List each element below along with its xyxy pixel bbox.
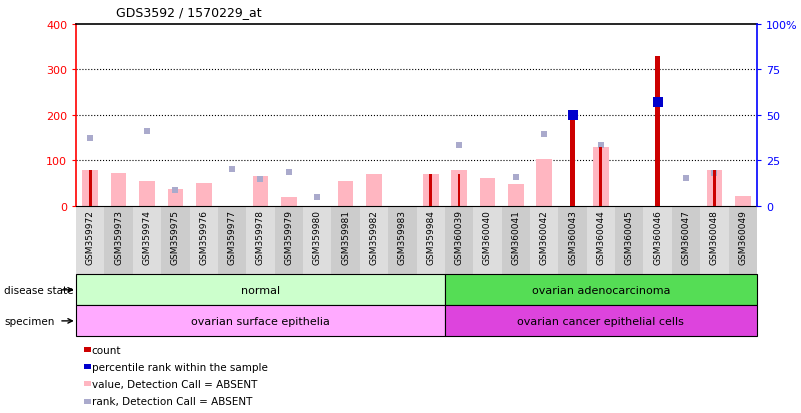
Text: GSM360048: GSM360048 [710, 210, 718, 265]
Bar [615, 206, 643, 275]
Text: GSM359981: GSM359981 [341, 210, 350, 265]
Text: GSM360039: GSM360039 [455, 210, 464, 265]
Bar [599, 147, 602, 206]
Text: GSM360047: GSM360047 [682, 210, 690, 265]
Bar [133, 206, 161, 275]
Bar [451, 171, 467, 206]
Text: normal: normal [241, 285, 280, 295]
Bar [643, 206, 672, 275]
Bar [275, 206, 303, 275]
Bar [706, 170, 723, 206]
Text: GSM359982: GSM359982 [369, 210, 378, 265]
Bar [83, 170, 98, 206]
Bar [218, 206, 247, 275]
Bar [167, 189, 183, 206]
Text: GSM360040: GSM360040 [483, 210, 492, 265]
Bar [537, 160, 552, 206]
Text: ovarian adenocarcinoma: ovarian adenocarcinoma [532, 285, 670, 295]
Bar [76, 306, 445, 337]
Text: GSM359984: GSM359984 [426, 210, 435, 265]
Text: rank, Detection Call = ABSENT: rank, Detection Call = ABSENT [92, 396, 252, 406]
Text: GDS3592 / 1570229_at: GDS3592 / 1570229_at [116, 6, 262, 19]
Text: GSM360044: GSM360044 [597, 210, 606, 264]
Bar [672, 206, 700, 275]
Bar [508, 185, 524, 206]
Bar [593, 147, 609, 206]
Text: count: count [92, 345, 121, 355]
Bar [246, 206, 275, 275]
Bar [388, 206, 417, 275]
Bar [366, 175, 382, 206]
Bar [480, 178, 495, 206]
Text: GSM359972: GSM359972 [86, 210, 95, 265]
Bar [89, 170, 91, 206]
Bar [338, 182, 353, 206]
Bar [417, 206, 445, 275]
Bar [655, 57, 660, 206]
Text: GSM359975: GSM359975 [171, 210, 180, 265]
Bar [530, 206, 558, 275]
Text: GSM359979: GSM359979 [284, 210, 293, 265]
Text: disease state: disease state [4, 285, 74, 295]
Bar [445, 306, 757, 337]
Text: GSM359983: GSM359983 [398, 210, 407, 265]
Text: ovarian surface epithelia: ovarian surface epithelia [191, 316, 330, 326]
Text: GSM359973: GSM359973 [115, 210, 123, 265]
Text: GSM360041: GSM360041 [511, 210, 521, 265]
Bar [445, 275, 757, 306]
Text: specimen: specimen [4, 316, 54, 326]
Bar [332, 206, 360, 275]
Bar [76, 275, 445, 306]
Bar [423, 175, 438, 206]
Text: GSM360042: GSM360042 [540, 210, 549, 264]
Bar [713, 170, 716, 206]
Bar [729, 206, 757, 275]
Bar [700, 206, 729, 275]
Bar [570, 116, 575, 206]
Bar [558, 206, 586, 275]
Bar [445, 206, 473, 275]
Bar [429, 175, 432, 206]
Text: GSM359977: GSM359977 [227, 210, 236, 265]
Bar [252, 177, 268, 206]
Bar [196, 184, 211, 206]
Text: GSM359976: GSM359976 [199, 210, 208, 265]
Bar [104, 206, 133, 275]
Text: GSM359980: GSM359980 [312, 210, 322, 265]
Bar [735, 197, 751, 206]
Text: GSM359974: GSM359974 [143, 210, 151, 265]
Bar [586, 206, 615, 275]
Text: value, Detection Call = ABSENT: value, Detection Call = ABSENT [92, 379, 257, 389]
Text: percentile rank within the sample: percentile rank within the sample [92, 362, 268, 372]
Bar [303, 206, 332, 275]
Bar [360, 206, 388, 275]
Bar [457, 175, 461, 206]
Bar [139, 182, 155, 206]
Text: GSM360049: GSM360049 [739, 210, 747, 265]
Text: GSM360043: GSM360043 [568, 210, 577, 265]
Bar [76, 206, 104, 275]
Bar [501, 206, 530, 275]
Bar [190, 206, 218, 275]
Text: GSM360045: GSM360045 [625, 210, 634, 265]
Bar [281, 197, 296, 206]
Bar [161, 206, 190, 275]
Text: GSM359978: GSM359978 [256, 210, 265, 265]
Bar [111, 174, 127, 206]
Bar [473, 206, 501, 275]
Text: ovarian cancer epithelial cells: ovarian cancer epithelial cells [517, 316, 684, 326]
Text: GSM360046: GSM360046 [653, 210, 662, 265]
